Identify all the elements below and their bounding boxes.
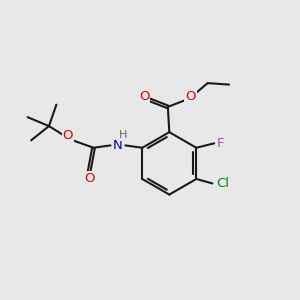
Text: O: O <box>84 172 94 184</box>
Text: O: O <box>185 90 196 103</box>
Text: N: N <box>113 139 123 152</box>
Text: H: H <box>119 130 128 140</box>
Text: O: O <box>139 90 149 103</box>
Text: F: F <box>217 137 224 150</box>
Text: O: O <box>63 129 73 142</box>
Text: Cl: Cl <box>217 177 230 190</box>
